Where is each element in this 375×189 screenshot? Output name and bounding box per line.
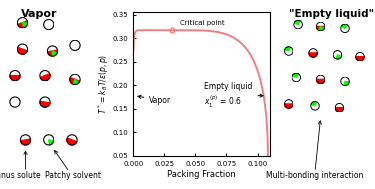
Wedge shape [40,101,50,107]
Wedge shape [316,26,325,31]
Wedge shape [335,108,344,112]
Text: Patchy solvent: Patchy solvent [45,171,101,180]
Circle shape [356,52,364,61]
Wedge shape [336,55,342,59]
Circle shape [309,49,318,57]
Wedge shape [341,24,347,28]
Circle shape [44,135,54,145]
Circle shape [294,20,303,29]
Wedge shape [309,53,317,57]
Circle shape [40,97,50,107]
Circle shape [17,17,28,28]
Circle shape [20,135,31,145]
Wedge shape [292,73,298,77]
Circle shape [316,22,325,31]
Circle shape [340,24,350,33]
Wedge shape [40,74,50,81]
Wedge shape [48,50,58,56]
Circle shape [40,70,50,81]
Circle shape [67,135,77,145]
Wedge shape [318,26,324,31]
Wedge shape [18,21,28,28]
Text: Vapor: Vapor [138,95,171,105]
Text: Empty liquid
$x_1^{(p)}$ = 0.6: Empty liquid $x_1^{(p)}$ = 0.6 [204,82,263,110]
Wedge shape [344,81,349,85]
Circle shape [10,97,20,107]
Wedge shape [53,51,57,56]
Circle shape [310,101,320,110]
Text: Critical point: Critical point [180,19,225,26]
Text: Janus solute: Janus solute [0,171,41,180]
Circle shape [292,73,301,82]
Circle shape [340,77,350,86]
Wedge shape [21,139,31,145]
Wedge shape [294,20,300,25]
Circle shape [10,70,20,81]
Circle shape [333,50,342,59]
Circle shape [284,47,293,55]
Circle shape [335,103,344,112]
Text: Multi-bonding interaction: Multi-bonding interaction [266,171,364,180]
Circle shape [70,74,80,85]
Wedge shape [67,138,77,145]
Circle shape [284,100,293,108]
Y-axis label: $T^* = k_BT/\varepsilon(p,p)$: $T^* = k_BT/\varepsilon(p,p)$ [97,54,111,114]
Circle shape [17,44,28,54]
X-axis label: Packing Fraction: Packing Fraction [167,170,236,179]
Wedge shape [285,47,290,51]
Wedge shape [17,47,27,54]
Wedge shape [285,104,293,108]
Wedge shape [316,79,325,84]
Wedge shape [73,79,79,84]
Circle shape [47,46,58,56]
Circle shape [316,75,325,84]
Wedge shape [49,140,54,145]
Wedge shape [311,102,316,106]
Text: "Empty liquid": "Empty liquid" [290,9,374,19]
Circle shape [44,19,54,30]
Wedge shape [10,76,20,81]
Text: Vapor: Vapor [21,9,58,19]
Circle shape [70,40,80,51]
Wedge shape [22,23,28,27]
Wedge shape [356,57,364,61]
Wedge shape [70,78,80,84]
